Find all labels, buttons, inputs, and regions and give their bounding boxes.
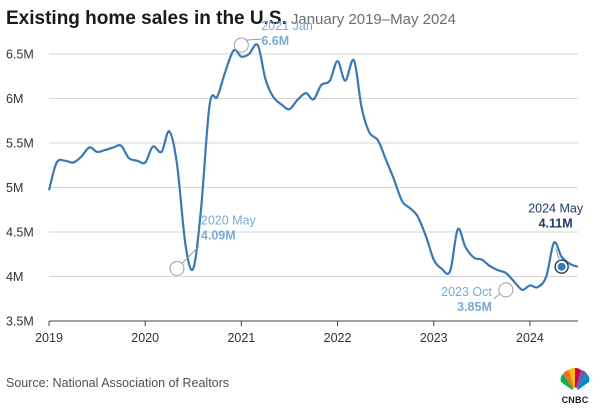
cnbc-logo-text: CNBC (561, 395, 589, 405)
annotation-label: 2024 May (528, 202, 584, 216)
annotation-value: 4.11M (539, 217, 573, 231)
annotation-label: 2020 May (201, 213, 257, 227)
x-tick-label: 2021 (227, 331, 255, 345)
annotation-marker-ring (498, 282, 514, 298)
series-line (47, 43, 579, 291)
annotation-leader-line (555, 248, 561, 261)
x-tick-label: 2020 (131, 331, 159, 345)
annotation-value: 3.85M (457, 300, 492, 314)
annotation-marker-ring (169, 260, 185, 276)
x-tick-label: 2022 (324, 331, 352, 345)
x-tick-label: 2019 (35, 331, 63, 345)
y-tick-label: 4M (6, 270, 23, 284)
y-tick-label: 3.5M (6, 315, 34, 329)
x-tick-label: 2023 (420, 331, 448, 345)
annotation-label: 2023 Oct (441, 285, 492, 299)
y-tick-label: 5M (6, 181, 23, 195)
y-tick-label: 4.5M (6, 226, 34, 240)
cnbc-logo: CNBC (555, 366, 595, 406)
annotation-leader-line (181, 246, 200, 264)
annotation-value: 6.6M (261, 34, 289, 48)
chart-title-row: Existing home sales in the U.S. January 2… (6, 8, 456, 30)
y-tick-label: 5.5M (6, 137, 34, 151)
chart-subtitle: January 2019–May 2024 (290, 11, 456, 28)
annotation-leader-line (246, 38, 262, 41)
annotation-label: 2021 Jan (261, 19, 312, 33)
annotation-value: 4.09M (201, 228, 236, 242)
annotation-marker-dot (557, 262, 566, 271)
y-tick-label: 6M (6, 92, 23, 106)
y-tick-label: 6.5M (6, 48, 34, 62)
source-note: Source: National Association of Realtors (6, 376, 230, 390)
annotation-marker-ring (233, 37, 249, 53)
annotation-leader-line (493, 293, 501, 300)
x-tick-label: 2024 (516, 331, 544, 345)
nbc-peacock-icon (560, 367, 590, 393)
chart-title: Existing home sales in the U.S. (6, 8, 287, 29)
